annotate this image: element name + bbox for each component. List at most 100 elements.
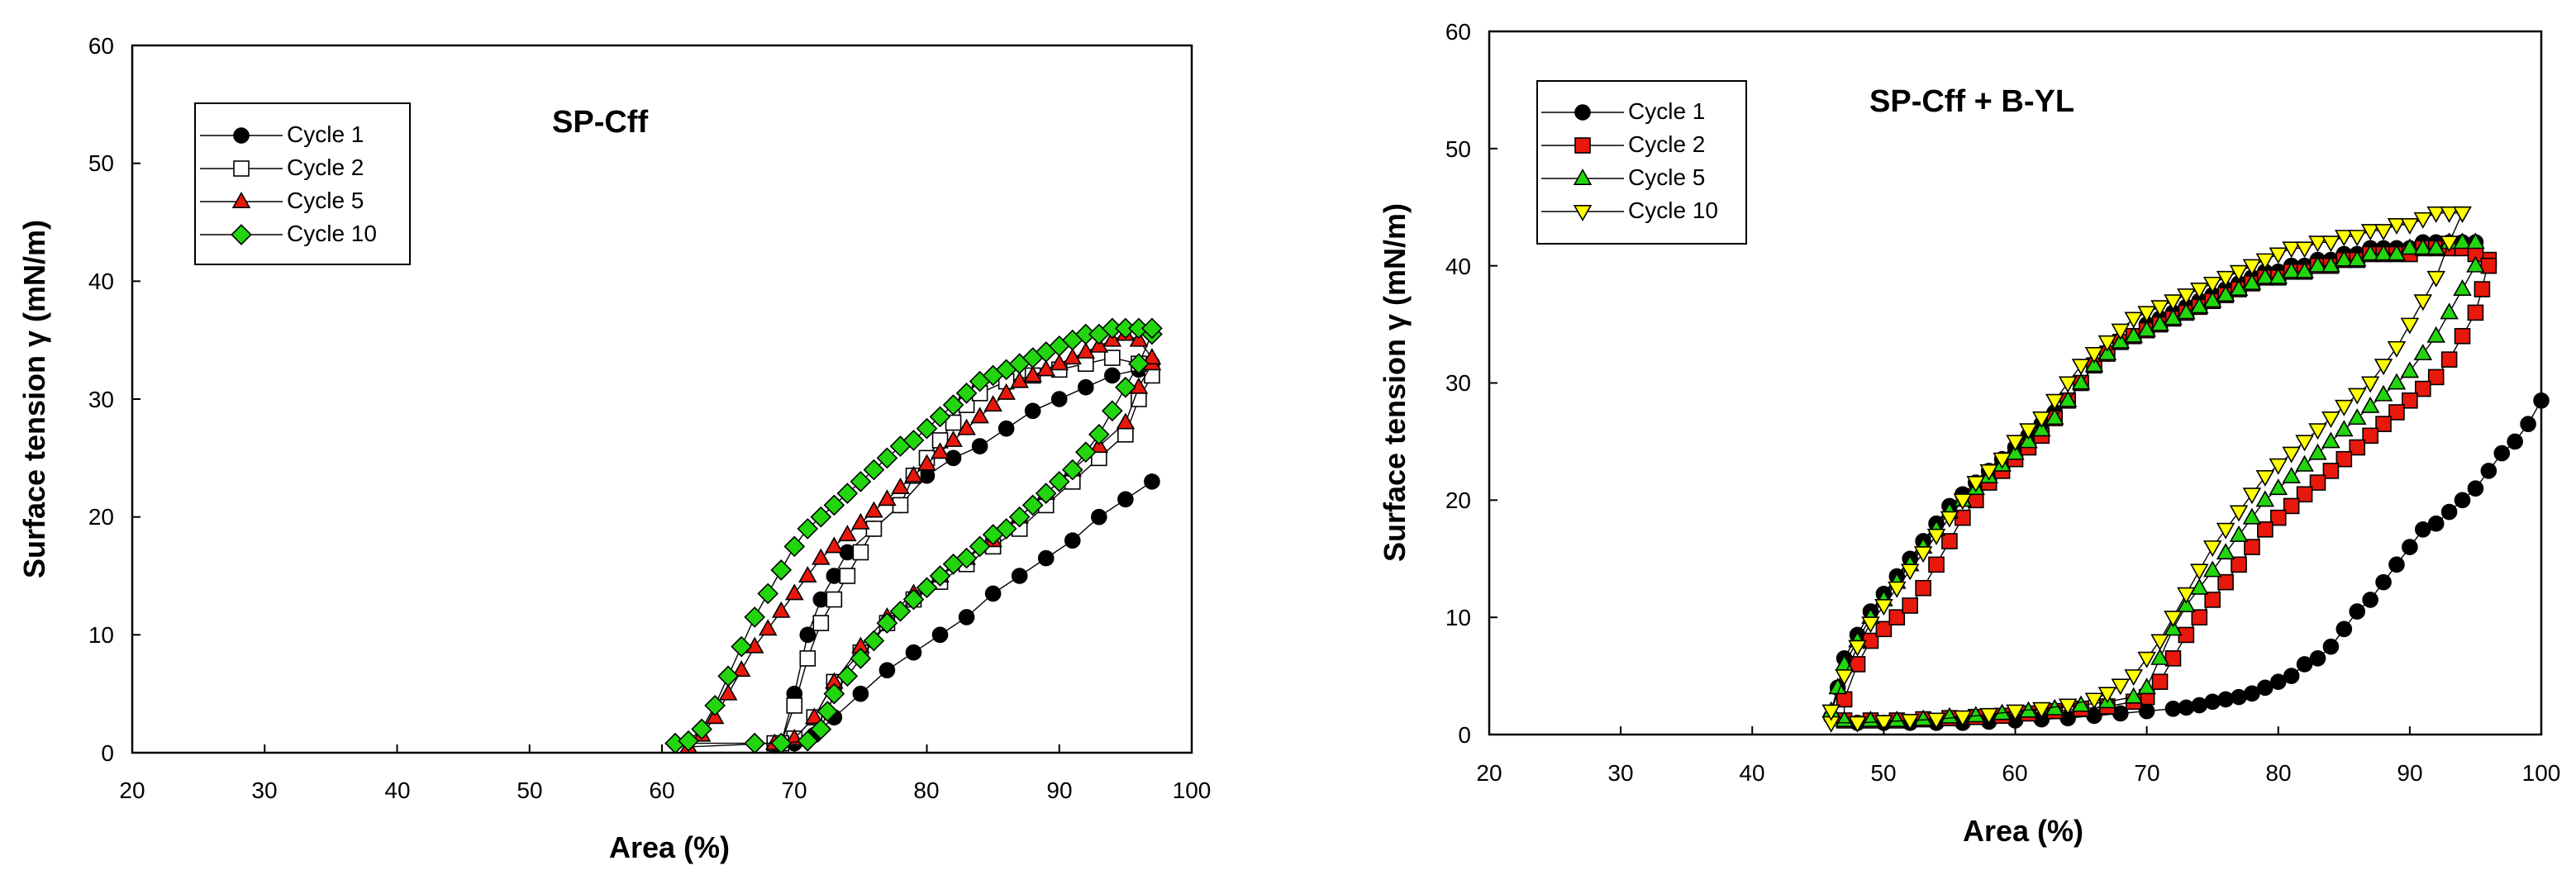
chart-sp-cff-b-yl-cycle-5-point — [2400, 361, 2420, 378]
chart-sp-cff-b-yl-cycle-10-point — [1874, 715, 1893, 732]
chart-sp-cff-b-yl-cycle-5-point — [2019, 431, 2038, 449]
chart-sp-cff-cycle-5-point — [1050, 354, 1069, 371]
chart-sp-cff-b-yl-cycle-5-point — [2111, 331, 2131, 349]
chart-sp-cff-b-yl-cycle-1-point — [2480, 463, 2497, 479]
chart-sp-cff-b-yl-series-cycle-10 — [1821, 206, 2472, 733]
chart-sp-cff-ytick-0: 0 — [101, 740, 114, 766]
chart-sp-cff-b-yl-cycle-10-point — [2413, 294, 2433, 311]
chart-sp-cff-b-yl-cycle-10-point — [2269, 458, 2288, 475]
chart-sp-cff-xtick-70: 70 — [781, 777, 807, 803]
chart-sp-cff-legend-symbols — [200, 127, 283, 245]
chart-sp-cff-b-yl-cycle-5-point — [2045, 408, 2064, 426]
chart-sp-cff-b-yl-cycle-5-point — [2164, 619, 2183, 636]
chart-sp-cff-cycle-1-point — [1117, 491, 1134, 508]
chart-sp-cff-b-yl-ytick-40: 40 — [1445, 254, 1471, 279]
chart-sp-cff-b-yl-cycle-5-point — [2150, 648, 2169, 665]
chart-sp-cff-cycle-10-point — [850, 648, 872, 669]
chart-sp-cff-b-yl-cycle-1-point — [2269, 673, 2287, 690]
chart-sp-cff-b-yl-cycle-10-point — [1940, 511, 1959, 528]
chart-sp-cff-cycle-5-point — [1142, 348, 1162, 365]
chart-sp-cff-cycle-5-point — [1010, 371, 1029, 388]
chart-sp-cff-b-yl-cycle-5-point — [2308, 443, 2327, 460]
chart-sp-cff-ytick-60: 60 — [88, 33, 114, 59]
chart-sp-cff-b-yl-cycle-10-point — [2045, 393, 2064, 411]
chart-sp-cff-cycle-10-point — [916, 417, 938, 440]
chart-sp-cff-cycle-5-point — [731, 660, 751, 678]
chart-sp-cff-cycle-5-point — [758, 619, 778, 636]
chart-sp-cff-b-yl-legend-marker-cycle-5 — [1573, 169, 1593, 185]
chart-sp-cff-b-yl-legend: Cycle 1 Cycle 2 Cycle 5 Cycle 10 — [1536, 80, 1747, 245]
chart-sp-cff-b-yl-title: SP-Cff + B-YL — [1869, 84, 2074, 119]
chart-sp-cff-b-yl-cycle-5-point — [2229, 279, 2249, 297]
chart-sp-cff-cycle-10-point — [955, 383, 978, 404]
chart-sp-cff-b-yl-cycle-10-point — [2006, 435, 2025, 452]
chart-sp-cff-b-yl-cycle-10-point — [1953, 710, 1973, 727]
chart-sp-cff-b-yl-cycle-5-point — [2282, 261, 2301, 278]
chart-sp-cff-cycle-10-point — [1128, 353, 1150, 375]
chart-sp-cff-b-yl-cycle-10-point — [1821, 704, 1840, 721]
chart-sp-cff-b-yl-cycle-10-point — [2229, 505, 2249, 522]
chart-sp-cff-b-yl-cycle-1-point — [2296, 656, 2313, 673]
chart-sp-cff-xtick-20: 20 — [119, 777, 145, 803]
chart-sp-cff-cycle-10-point — [863, 459, 885, 481]
chart-sp-cff-b-yl-cycle-10-point — [2006, 704, 2025, 721]
chart-sp-cff-cycle-1-point — [1024, 402, 1041, 420]
chart-sp-cff-b-yl-cycle-2-point — [2402, 392, 2418, 409]
chart-sp-cff-cycle-1-point — [1104, 367, 1121, 384]
chart-sp-cff-xtick-50: 50 — [517, 777, 542, 803]
chart-sp-cff-cycle-10-point — [797, 730, 819, 752]
chart-sp-cff-b-yl-legend-symbols — [1541, 104, 1624, 221]
chart-sp-cff-b-yl-cycle-10-point — [2216, 270, 2236, 288]
chart-sp-cff-b-yl-cycle-2-point — [2204, 592, 2221, 608]
chart-sp-cff-b-yl-cycle-10-point — [2374, 224, 2393, 241]
chart-sp-cff-b-yl-cycle-5-point — [1966, 706, 1986, 723]
chart-sp-cff-b-yl-cycle-5-point — [2164, 308, 2183, 326]
chart-sp-cff-b-yl-cycle-10-point — [2321, 235, 2340, 253]
chart-sp-cff-b-yl-cycle-2-point — [2474, 281, 2491, 297]
chart-sp-cff-b-yl-cycle-1-point — [2427, 515, 2445, 532]
chart-sp-cff-cycle-10-point — [836, 483, 859, 504]
chart-sp-cff-b-yl-cycle-1-point — [2322, 638, 2340, 655]
chart-sp-cff-b-yl-cycle-10-point — [2111, 678, 2131, 696]
chart-sp-cff-cycle-1-point — [1011, 568, 1028, 584]
chart-sp-cff-b-yl-cycle-2-point — [2336, 450, 2353, 468]
chart-sp-cff-b-yl-cycle-10-point — [2255, 253, 2275, 270]
chart-sp-cff-b-yl-cycle-10-point — [2453, 206, 2472, 223]
chart-sp-cff-b-yl-cycle-1-point — [2402, 539, 2418, 555]
chart-sp-cff-b-yl-cycle-5-point — [2202, 560, 2222, 578]
chart-sp-cff-b-yl-cycle-5-point — [2255, 267, 2275, 284]
chart-sp-cff-b-yl-cycle-10-point — [1888, 581, 1907, 598]
chart-sp-cff-b-yl-cycle-10-point — [2295, 435, 2314, 452]
chart-sp-cff-cycle-1-point — [1064, 532, 1081, 549]
chart-sp-cff-cycle-2-point — [812, 615, 830, 631]
chart-sp-cff-b-yl-cycle-2-point — [2362, 427, 2378, 445]
chart-sp-cff-b-yl-cycle-10-point — [1874, 598, 1893, 616]
chart-sp-cff-b-yl-cycle-1-point — [2440, 503, 2458, 521]
chart-sp-cff-cycle-10-point — [757, 583, 779, 605]
chart-sp-cff-cycle-5-point — [957, 418, 976, 435]
chart-sp-cff-b-yl-cycle-10-point — [2242, 487, 2262, 505]
chart-sp-cff-cycle-5-point — [917, 454, 936, 471]
chart-sp-cff-b-yl-cycle-10-point — [2190, 564, 2209, 581]
chart-sp-cff-b-yl-cycle-1-point — [2414, 521, 2431, 538]
chart-sp-cff-b-yl-cycle-5-point — [1940, 706, 1959, 724]
chart-sp-cff-b-yl-cycle-5-point — [2242, 507, 2262, 525]
chart-sp-cff-b-yl-cycle-1-point — [2349, 603, 2366, 620]
chart-sp-cff-b-yl-cycle-5-point — [2360, 396, 2380, 413]
chart-sp-cff-b-yl-cycle-2-point — [1902, 597, 1918, 614]
chart-sp-cff-cycle-5-point — [891, 478, 910, 495]
chart-sp-cff-ytick-20: 20 — [88, 504, 114, 530]
chart-sp-cff-b-yl-cycle-10-point — [2124, 311, 2143, 329]
chart-sp-cff-b-yl-cycle-10-point — [2019, 423, 2038, 440]
chart-sp-cff-b-yl-cycle-10-point — [2387, 218, 2407, 235]
chart-sp-cff-b-yl-cycle-5-point — [2374, 384, 2393, 402]
chart-sp-cff-cycle-10-point — [1115, 376, 1136, 398]
chart-sp-cff-b-yl: 0 10 20 30 40 50 60 20 30 40 50 60 70 80… — [1378, 19, 2560, 848]
chart-sp-cff-b-yl-xtick-80: 80 — [2265, 760, 2291, 786]
chart-sp-cff-b-yl-cycle-5-point — [2413, 344, 2433, 361]
chart-sp-cff-y-axis-title: Surface tension γ (mN/m) — [17, 220, 51, 578]
chart-sp-cff-b-yl-cycle-1-point — [2231, 688, 2247, 706]
chart-sp-cff-b-yl-cycle-10-point — [2229, 264, 2249, 282]
chart-sp-cff-b-yl-cycle-2-point — [2388, 404, 2405, 421]
chart-sp-cff-series — [664, 317, 1163, 754]
